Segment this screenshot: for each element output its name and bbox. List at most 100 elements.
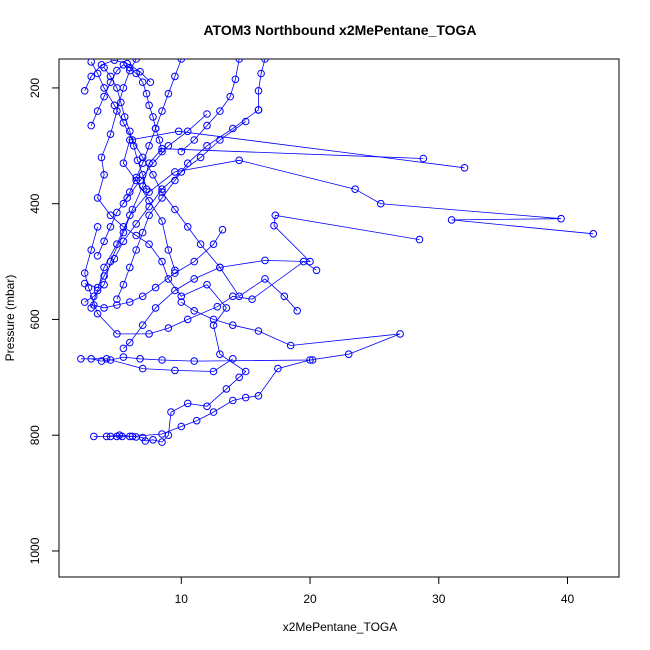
data-point: [171, 205, 179, 214]
data-point: [235, 156, 243, 165]
data-point: [171, 366, 179, 375]
y-axis-label: Pressure (mbar): [3, 275, 17, 362]
data-point: [93, 107, 102, 115]
data-point: [93, 223, 102, 231]
data-point: [171, 286, 179, 295]
data-point: [209, 367, 218, 376]
data-point: [254, 392, 263, 400]
series-line: [90, 64, 163, 152]
data-point: [231, 75, 240, 84]
data-point: [84, 283, 93, 292]
data-point: [235, 292, 243, 301]
data-point: [241, 393, 250, 402]
data-point: [248, 295, 256, 304]
data-point: [203, 110, 211, 118]
data-point: [254, 87, 263, 95]
data-point: [93, 194, 102, 202]
y-tick-label: 600: [28, 309, 42, 329]
data-point: [164, 142, 173, 150]
series-13: [90, 225, 227, 312]
data-point: [274, 364, 282, 373]
data-point: [270, 221, 278, 230]
chart-title: ATOM3 Northbound x2MePentane_TOGA: [203, 22, 476, 38]
data-point: [158, 430, 166, 438]
data-point: [254, 106, 263, 114]
data-point: [177, 168, 186, 176]
data-point: [120, 113, 129, 121]
data-point: [110, 59, 119, 64]
data-point: [141, 437, 150, 445]
data-point: [145, 202, 153, 211]
data-point: [117, 98, 125, 107]
data-point: [183, 223, 192, 231]
data-point: [557, 214, 565, 223]
data-point: [138, 78, 147, 86]
data-point: [87, 355, 95, 363]
series-1: [90, 59, 250, 446]
data-point: [190, 275, 198, 283]
data-point: [106, 223, 115, 231]
data-point: [203, 280, 211, 289]
data-point: [145, 211, 153, 220]
data-point: [87, 121, 95, 130]
data-point: [190, 307, 198, 315]
data-point: [190, 257, 198, 266]
data-point: [138, 292, 147, 301]
data-point: [113, 330, 121, 338]
data-point: [138, 171, 147, 179]
data-point: [126, 127, 134, 136]
data-point: [145, 101, 153, 110]
series-16: [254, 59, 269, 114]
series-line: [93, 229, 223, 309]
data-point: [77, 355, 85, 363]
data-point: [177, 59, 186, 63]
data-point: [113, 208, 121, 217]
data-point: [126, 263, 134, 272]
data-point: [97, 153, 106, 162]
data-point: [145, 197, 153, 205]
data-point: [229, 396, 237, 405]
data-point: [158, 217, 166, 225]
data-point: [192, 416, 201, 425]
data-point: [415, 235, 424, 244]
data-point: [149, 159, 157, 167]
data-point: [142, 89, 151, 98]
data-point: [209, 240, 218, 248]
data-point: [218, 225, 227, 234]
data-point: [257, 69, 265, 78]
data-point: [149, 171, 157, 179]
data-point: [183, 399, 192, 408]
data-point: [126, 338, 134, 347]
data-point: [167, 408, 175, 416]
data-point: [119, 228, 128, 237]
data-point: [293, 307, 302, 315]
data-point: [100, 92, 108, 101]
data-point: [235, 59, 243, 63]
data-point: [396, 330, 404, 338]
data-point: [123, 59, 131, 68]
data-point: [183, 127, 192, 136]
data-point: [158, 147, 166, 156]
data-point: [216, 107, 224, 115]
data-point: [149, 113, 157, 121]
data-point: [126, 136, 134, 144]
x-axis-label: x2MePentane_TOGA: [283, 620, 398, 634]
data-point: [171, 72, 179, 81]
series-8: [77, 353, 317, 376]
data-point: [164, 89, 173, 98]
data-point: [93, 283, 102, 292]
data-point: [447, 216, 456, 224]
data-point: [142, 185, 151, 193]
data-point: [97, 61, 106, 69]
data-point: [158, 194, 166, 202]
data-point: [151, 124, 160, 133]
data-point: [106, 211, 115, 220]
x-tick-label: 20: [303, 592, 317, 606]
series-line: [122, 130, 465, 271]
data-point: [271, 211, 280, 220]
data-point: [128, 205, 137, 214]
data-point: [164, 275, 173, 283]
data-point: [190, 136, 198, 144]
data-point: [100, 84, 108, 92]
series-line: [181, 59, 240, 152]
